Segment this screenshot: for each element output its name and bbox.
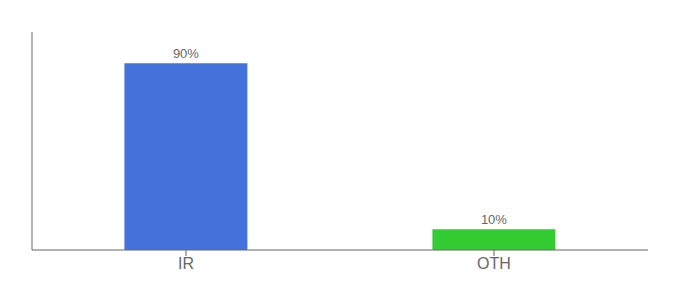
svg-text:IR: IR xyxy=(178,255,194,272)
svg-text:OTH: OTH xyxy=(477,255,511,272)
svg-text:90%: 90% xyxy=(173,46,199,61)
svg-text:10%: 10% xyxy=(481,212,507,227)
